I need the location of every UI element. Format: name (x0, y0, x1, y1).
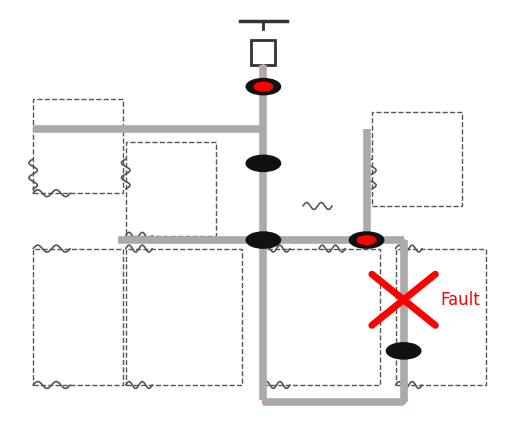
Ellipse shape (246, 79, 280, 95)
Ellipse shape (246, 232, 280, 248)
Text: Fault: Fault (440, 291, 480, 309)
Bar (372, 112, 462, 206)
Bar (396, 248, 486, 385)
Bar (33, 248, 123, 385)
Ellipse shape (386, 343, 421, 359)
Ellipse shape (350, 232, 384, 248)
Ellipse shape (246, 155, 280, 172)
Ellipse shape (358, 236, 376, 245)
Bar (252, 40, 275, 65)
Bar (126, 142, 215, 236)
Bar (263, 248, 380, 385)
Bar (126, 248, 242, 385)
Ellipse shape (254, 82, 272, 91)
Bar (33, 100, 123, 193)
